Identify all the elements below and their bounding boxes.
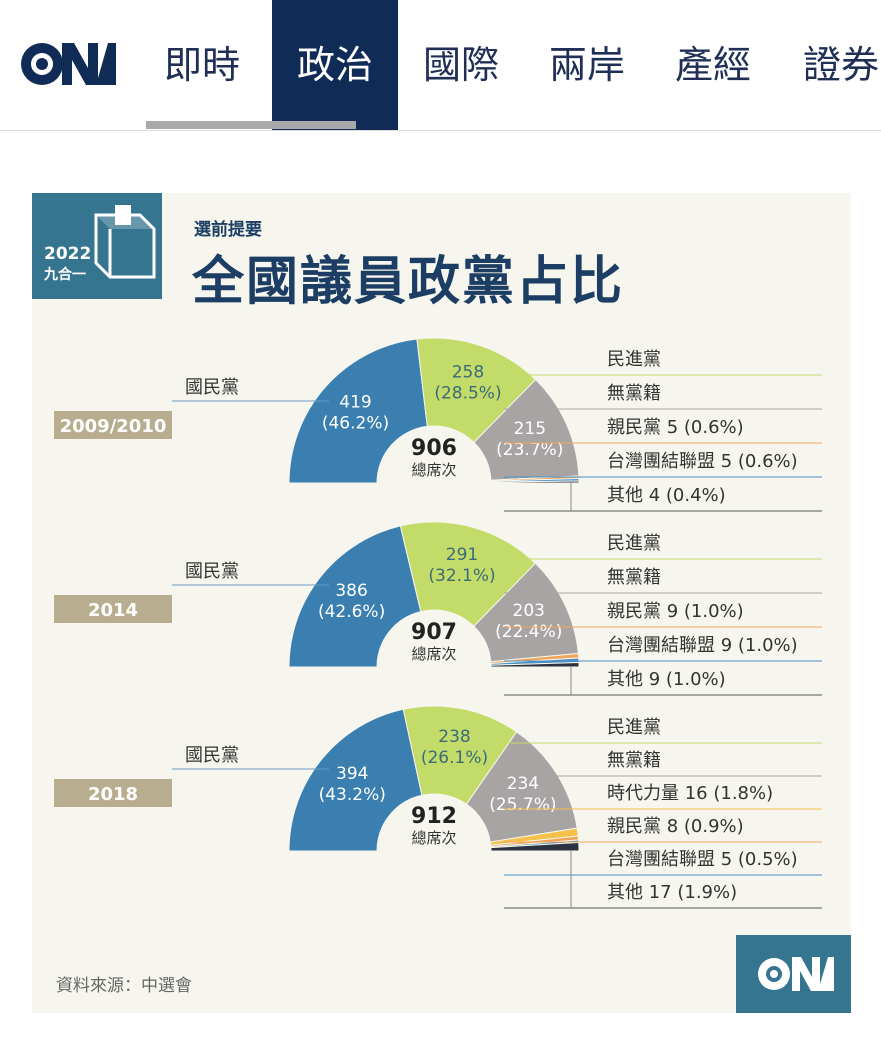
kmt-callout-label: 國民黨 xyxy=(185,561,239,582)
badge-label: 九合一 xyxy=(43,266,86,283)
pie-slice xyxy=(490,661,580,668)
slice-value-label: 234 xyxy=(507,774,539,794)
legend-entry: 民進黨 xyxy=(607,349,661,370)
slice-pct-label: (23.7%) xyxy=(496,440,563,460)
seat-share-charts: 2009/2010 419(46.2%) 258(28.5%) 215(23.7%) 9… xyxy=(54,337,822,909)
legend-entry: 台灣團結聯盟 9 (1.0%) xyxy=(607,635,798,656)
data-source: 資料來源：中選會 xyxy=(56,976,192,996)
legend-entry: 台灣團結聯盟 5 (0.6%) xyxy=(607,451,798,472)
slice-pct-label: (32.1%) xyxy=(428,566,495,586)
chart-group-0: 2009/2010 419(46.2%) 258(28.5%) 215(23.7%) 9… xyxy=(54,337,822,512)
cna-logo-icon[interactable] xyxy=(18,38,118,90)
pie-slice xyxy=(288,338,428,484)
legend-entry: 親民黨 8 (0.9%) xyxy=(607,816,744,837)
legend-entry: 無黨籍 xyxy=(607,750,661,771)
pie-slice xyxy=(399,521,537,627)
nav-tab-instant[interactable]: 即時 xyxy=(163,43,240,87)
year-label: 2009/2010 xyxy=(60,416,167,437)
ballot-box-icon: 2022 九合一 xyxy=(43,205,156,283)
slice-value-label: 394 xyxy=(336,764,368,784)
infographic-card: 2022 九合一 選前提要 全國議員政黨占比 2009/2010 419 (46.2… xyxy=(32,193,851,1013)
year-tag xyxy=(54,779,172,807)
year-tag xyxy=(54,411,172,439)
slice-value-label: 291 xyxy=(446,545,478,565)
legend-entry: 台灣團結聯盟 5 (0.5%) xyxy=(607,849,798,870)
legend-entry: 無黨籍 xyxy=(607,383,661,404)
chart-group-1: 2014 386(42.6%) 291(32.1%) 203(22.4%) 907總席次… xyxy=(54,521,822,696)
legend-entry: 親民黨 5 (0.6%) xyxy=(607,417,744,438)
chart-group-2: 2018 394(43.2%) 238(26.1%) 234(25.7%) 912總席次… xyxy=(54,705,822,909)
total-seats: 906 xyxy=(411,436,457,461)
slice-value-label: 215 xyxy=(514,419,546,439)
total-seats: 912 xyxy=(411,804,457,829)
infographic-title: 全國議員政黨占比 xyxy=(192,251,625,312)
legend-entry: 其他 17 (1.9%) xyxy=(607,882,737,903)
cna-logo-icon xyxy=(758,957,834,991)
legend-entry: 民進黨 xyxy=(607,717,661,738)
nav-tab-international[interactable]: 國際 xyxy=(422,43,499,87)
legend-entry: 民進黨 xyxy=(607,533,661,554)
nav-tab-securities[interactable]: 證券 xyxy=(802,43,879,87)
pie-slice xyxy=(490,480,580,484)
kmt-callout-label: 國民黨 xyxy=(185,745,239,766)
total-caption: 總席次 xyxy=(411,829,456,847)
slice-pct-label: (25.7%) xyxy=(489,795,556,815)
slice-pct-label: (22.4%) xyxy=(495,622,562,642)
slice-value-label: 258 xyxy=(452,363,484,383)
slice-pct-label: (26.1%) xyxy=(421,748,488,768)
total-caption: 總席次 xyxy=(411,645,456,663)
pie-slice xyxy=(288,525,422,668)
year-tag xyxy=(54,595,172,623)
year-label: 2018 xyxy=(88,784,138,805)
election-badge: 2022 九合一 xyxy=(32,193,162,299)
slice-value-label: 419 xyxy=(339,392,371,412)
slice-value-label: 203 xyxy=(513,601,545,621)
legend-entry: 其他 9 (1.0%) xyxy=(607,669,726,690)
slice-pct-label: (28.5%) xyxy=(434,384,501,404)
year-label: 2014 xyxy=(88,600,138,621)
legend-entry: 親民黨 9 (1.0%) xyxy=(607,601,744,622)
nav-tab-politics[interactable]: 政治 xyxy=(272,0,398,130)
total-seats: 907 xyxy=(411,620,457,645)
infographic-subtitle: 選前提要 xyxy=(194,220,262,240)
legend-entry: 其他 4 (0.4%) xyxy=(607,485,726,506)
badge-year: 2022 xyxy=(44,244,91,264)
slice-pct-label: (42.6%) xyxy=(318,602,385,622)
nav-tab-economy[interactable]: 產經 xyxy=(674,43,751,87)
nav-tab-cross-strait[interactable]: 兩岸 xyxy=(548,43,625,87)
corner-logo xyxy=(736,935,851,1013)
nav-scroll-indicator xyxy=(146,121,356,129)
slice-pct-label: (46.2%) xyxy=(322,413,389,433)
top-nav: 即時 政治 國際 兩岸 產經 證券 xyxy=(0,0,881,131)
pie-slice xyxy=(288,708,423,852)
pie-slice xyxy=(490,841,580,852)
kmt-callout-label: 國民黨 xyxy=(185,377,239,398)
slice-value-label: 238 xyxy=(438,727,470,747)
legend-entry: 無黨籍 xyxy=(607,567,661,588)
total-caption: 總席次 xyxy=(411,461,456,479)
slice-value-label: 386 xyxy=(335,581,367,601)
slice-pct-label: (43.2%) xyxy=(319,785,386,805)
legend-entry: 時代力量 16 (1.8%) xyxy=(607,783,773,804)
